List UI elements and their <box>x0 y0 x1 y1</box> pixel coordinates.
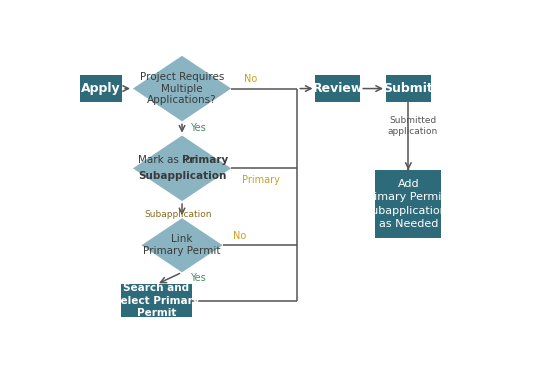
Polygon shape <box>133 135 231 201</box>
FancyBboxPatch shape <box>316 75 360 102</box>
Text: Search and
Select Primary
Permit: Search and Select Primary Permit <box>113 283 199 318</box>
FancyBboxPatch shape <box>121 285 192 317</box>
Text: Add
Primary Permit /
Subapplications
as Needed: Add Primary Permit / Subapplications as … <box>363 179 453 229</box>
Text: Review: Review <box>313 82 363 95</box>
Text: Primary: Primary <box>182 155 228 165</box>
Polygon shape <box>133 56 231 121</box>
Text: Submitted
application: Submitted application <box>387 116 437 136</box>
Text: Subapplication: Subapplication <box>138 171 226 181</box>
FancyBboxPatch shape <box>79 75 122 102</box>
FancyBboxPatch shape <box>386 75 431 102</box>
Text: Mark as: Mark as <box>138 155 182 165</box>
Text: No: No <box>233 231 246 241</box>
Text: or: or <box>182 155 196 165</box>
FancyBboxPatch shape <box>375 170 441 238</box>
Text: Link
Primary Permit: Link Primary Permit <box>143 235 221 256</box>
Text: Submit: Submit <box>383 82 433 95</box>
Text: Yes: Yes <box>190 273 206 283</box>
Text: Apply: Apply <box>81 82 121 95</box>
Text: No: No <box>244 74 257 84</box>
Text: Yes: Yes <box>190 124 206 134</box>
Text: Project Requires
Multiple
Applications?: Project Requires Multiple Applications? <box>140 72 224 105</box>
Text: Subapplication: Subapplication <box>144 210 212 219</box>
Polygon shape <box>142 218 223 272</box>
Text: Primary: Primary <box>242 175 280 185</box>
